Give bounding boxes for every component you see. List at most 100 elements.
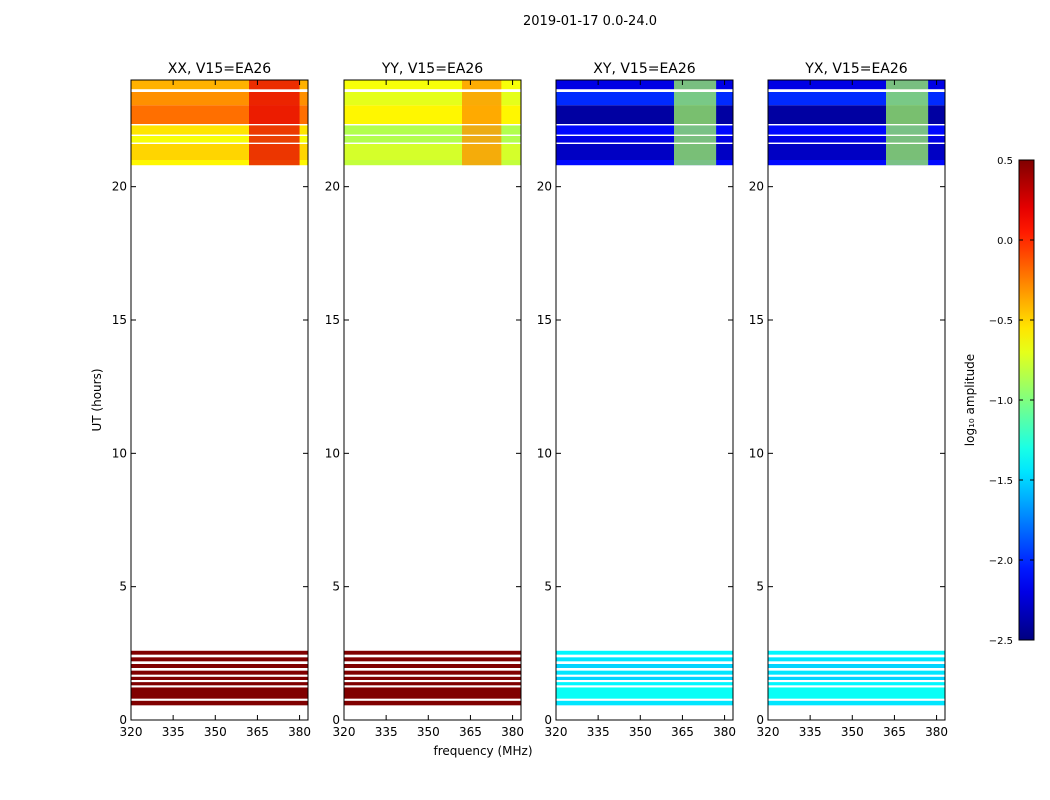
colorbar-tick-label: 0.0: [997, 236, 1013, 247]
data-segment: [556, 136, 733, 143]
x-tick-label: 350: [417, 725, 440, 739]
colorbar-tick-label: −1.5: [989, 476, 1013, 487]
data-segment: [556, 687, 733, 699]
data-segment: [131, 676, 308, 680]
y-tick-label: 0: [544, 713, 552, 727]
flagged-gap: [131, 124, 308, 126]
panel-xx: XX, V15=EA26 320 335 350 365 380 0 5 10 15 20: [112, 61, 311, 739]
rfi-band: [674, 80, 717, 166]
data-segment: [768, 80, 945, 90]
data-segment: [131, 687, 308, 699]
panel-title: YY, V15=EA26: [381, 61, 483, 77]
data-segment: [344, 657, 521, 662]
x-tick-label: 380: [288, 725, 311, 739]
flagged-gap: [556, 142, 733, 144]
x-tick-label: 335: [162, 725, 185, 739]
data-segment: [556, 657, 733, 662]
y-tick-label: 15: [537, 313, 552, 327]
panel-frame: [555, 79, 734, 721]
x-tick-label: 350: [841, 725, 864, 739]
flagged-gap: [556, 124, 733, 126]
y-tick-label: 15: [749, 313, 764, 327]
data-segment: [131, 670, 308, 675]
data-segment: [768, 700, 945, 706]
colorbar-label: log₁₀ amplitude: [963, 354, 977, 446]
data-segment: [768, 682, 945, 686]
colorbar-tick-label: −2.5: [989, 636, 1013, 647]
y-tick-label: 0: [756, 713, 764, 727]
data-segment: [344, 700, 521, 706]
data-segment: [131, 136, 308, 143]
panel-yx: YX, V15=EA26 320 335 350 365 380 0 5 10 15 20: [749, 61, 948, 739]
panels-group: XX, V15=EA26 320 335 350 365 380 0 5 10 15 20 YY, V…: [112, 61, 948, 739]
data-segment: [556, 160, 733, 166]
flagged-gap: [131, 142, 308, 144]
data-segment: [768, 664, 945, 668]
data-segment: [131, 160, 308, 166]
y-tick-label: 10: [537, 446, 552, 460]
y-tick-label: 5: [544, 580, 552, 594]
flagged-gap: [131, 134, 308, 136]
data-segment: [131, 657, 308, 662]
x-tick-label: 350: [629, 725, 652, 739]
x-tick-label: 365: [246, 725, 269, 739]
data-segment: [344, 80, 521, 90]
x-tick-label: 350: [204, 725, 227, 739]
colorbar-tick-label: −1.0: [989, 396, 1013, 407]
data-segment: [768, 136, 945, 143]
panel-yy: YY, V15=EA26 320 335 350 365 380 0 5 10 15 20: [325, 61, 524, 739]
x-tick-label: 365: [671, 725, 694, 739]
data-segment: [768, 125, 945, 135]
colorbar-tick-label: −2.0: [989, 556, 1013, 567]
y-tick-label: 20: [749, 180, 764, 194]
figure-title: 2019-01-17 0.0-24.0: [523, 14, 657, 29]
x-tick-label: 335: [375, 725, 398, 739]
data-segment: [556, 676, 733, 680]
x-tick-label: 320: [120, 725, 143, 739]
data-segment: [556, 700, 733, 706]
rfi-band: [249, 80, 300, 166]
data-segment: [768, 657, 945, 662]
flagged-gap: [344, 124, 521, 126]
data-segment: [344, 160, 521, 166]
data-segment: [344, 125, 521, 135]
y-tick-label: 20: [112, 180, 127, 194]
flagged-gap: [768, 134, 945, 136]
y-tick-label: 5: [119, 580, 127, 594]
data-segment: [344, 682, 521, 686]
flagged-gap: [131, 165, 308, 651]
panel-title: XY, V15=EA26: [593, 61, 695, 77]
y-tick-label: 10: [749, 446, 764, 460]
x-tick-label: 380: [925, 725, 948, 739]
flagged-gap: [344, 89, 521, 92]
x-tick-label: 335: [799, 725, 822, 739]
flagged-gap: [768, 124, 945, 126]
flagged-gap: [556, 134, 733, 136]
y-tick-label: 5: [332, 580, 340, 594]
flagged-gap: [768, 142, 945, 144]
flagged-gap: [131, 89, 308, 92]
rfi-band: [886, 80, 929, 166]
panel-frame: [343, 79, 522, 721]
data-segment: [131, 664, 308, 668]
data-segment: [344, 676, 521, 680]
y-tick-label: 10: [325, 446, 340, 460]
data-segment: [768, 650, 945, 655]
flagged-gap: [344, 165, 521, 651]
data-segment: [768, 670, 945, 675]
data-segment: [344, 136, 521, 143]
data-segment: [556, 682, 733, 686]
y-tick-label: 5: [756, 580, 764, 594]
data-segment: [131, 125, 308, 135]
colorbar-tick-label: −0.5: [989, 316, 1013, 327]
colorbar: 0.5 0.0 −0.5 −1.0 −1.5 −2.0 −2.5 log₁₀ amplitud…: [963, 156, 1035, 647]
data-segment: [344, 650, 521, 655]
x-tick-label: 335: [587, 725, 610, 739]
flagged-gap: [344, 142, 521, 144]
y-tick-label: 15: [325, 313, 340, 327]
panel-title: YX, V15=EA26: [804, 61, 907, 77]
panel-title: XX, V15=EA26: [168, 61, 272, 77]
x-tick-label: 380: [713, 725, 736, 739]
y-tick-label: 10: [112, 446, 127, 460]
